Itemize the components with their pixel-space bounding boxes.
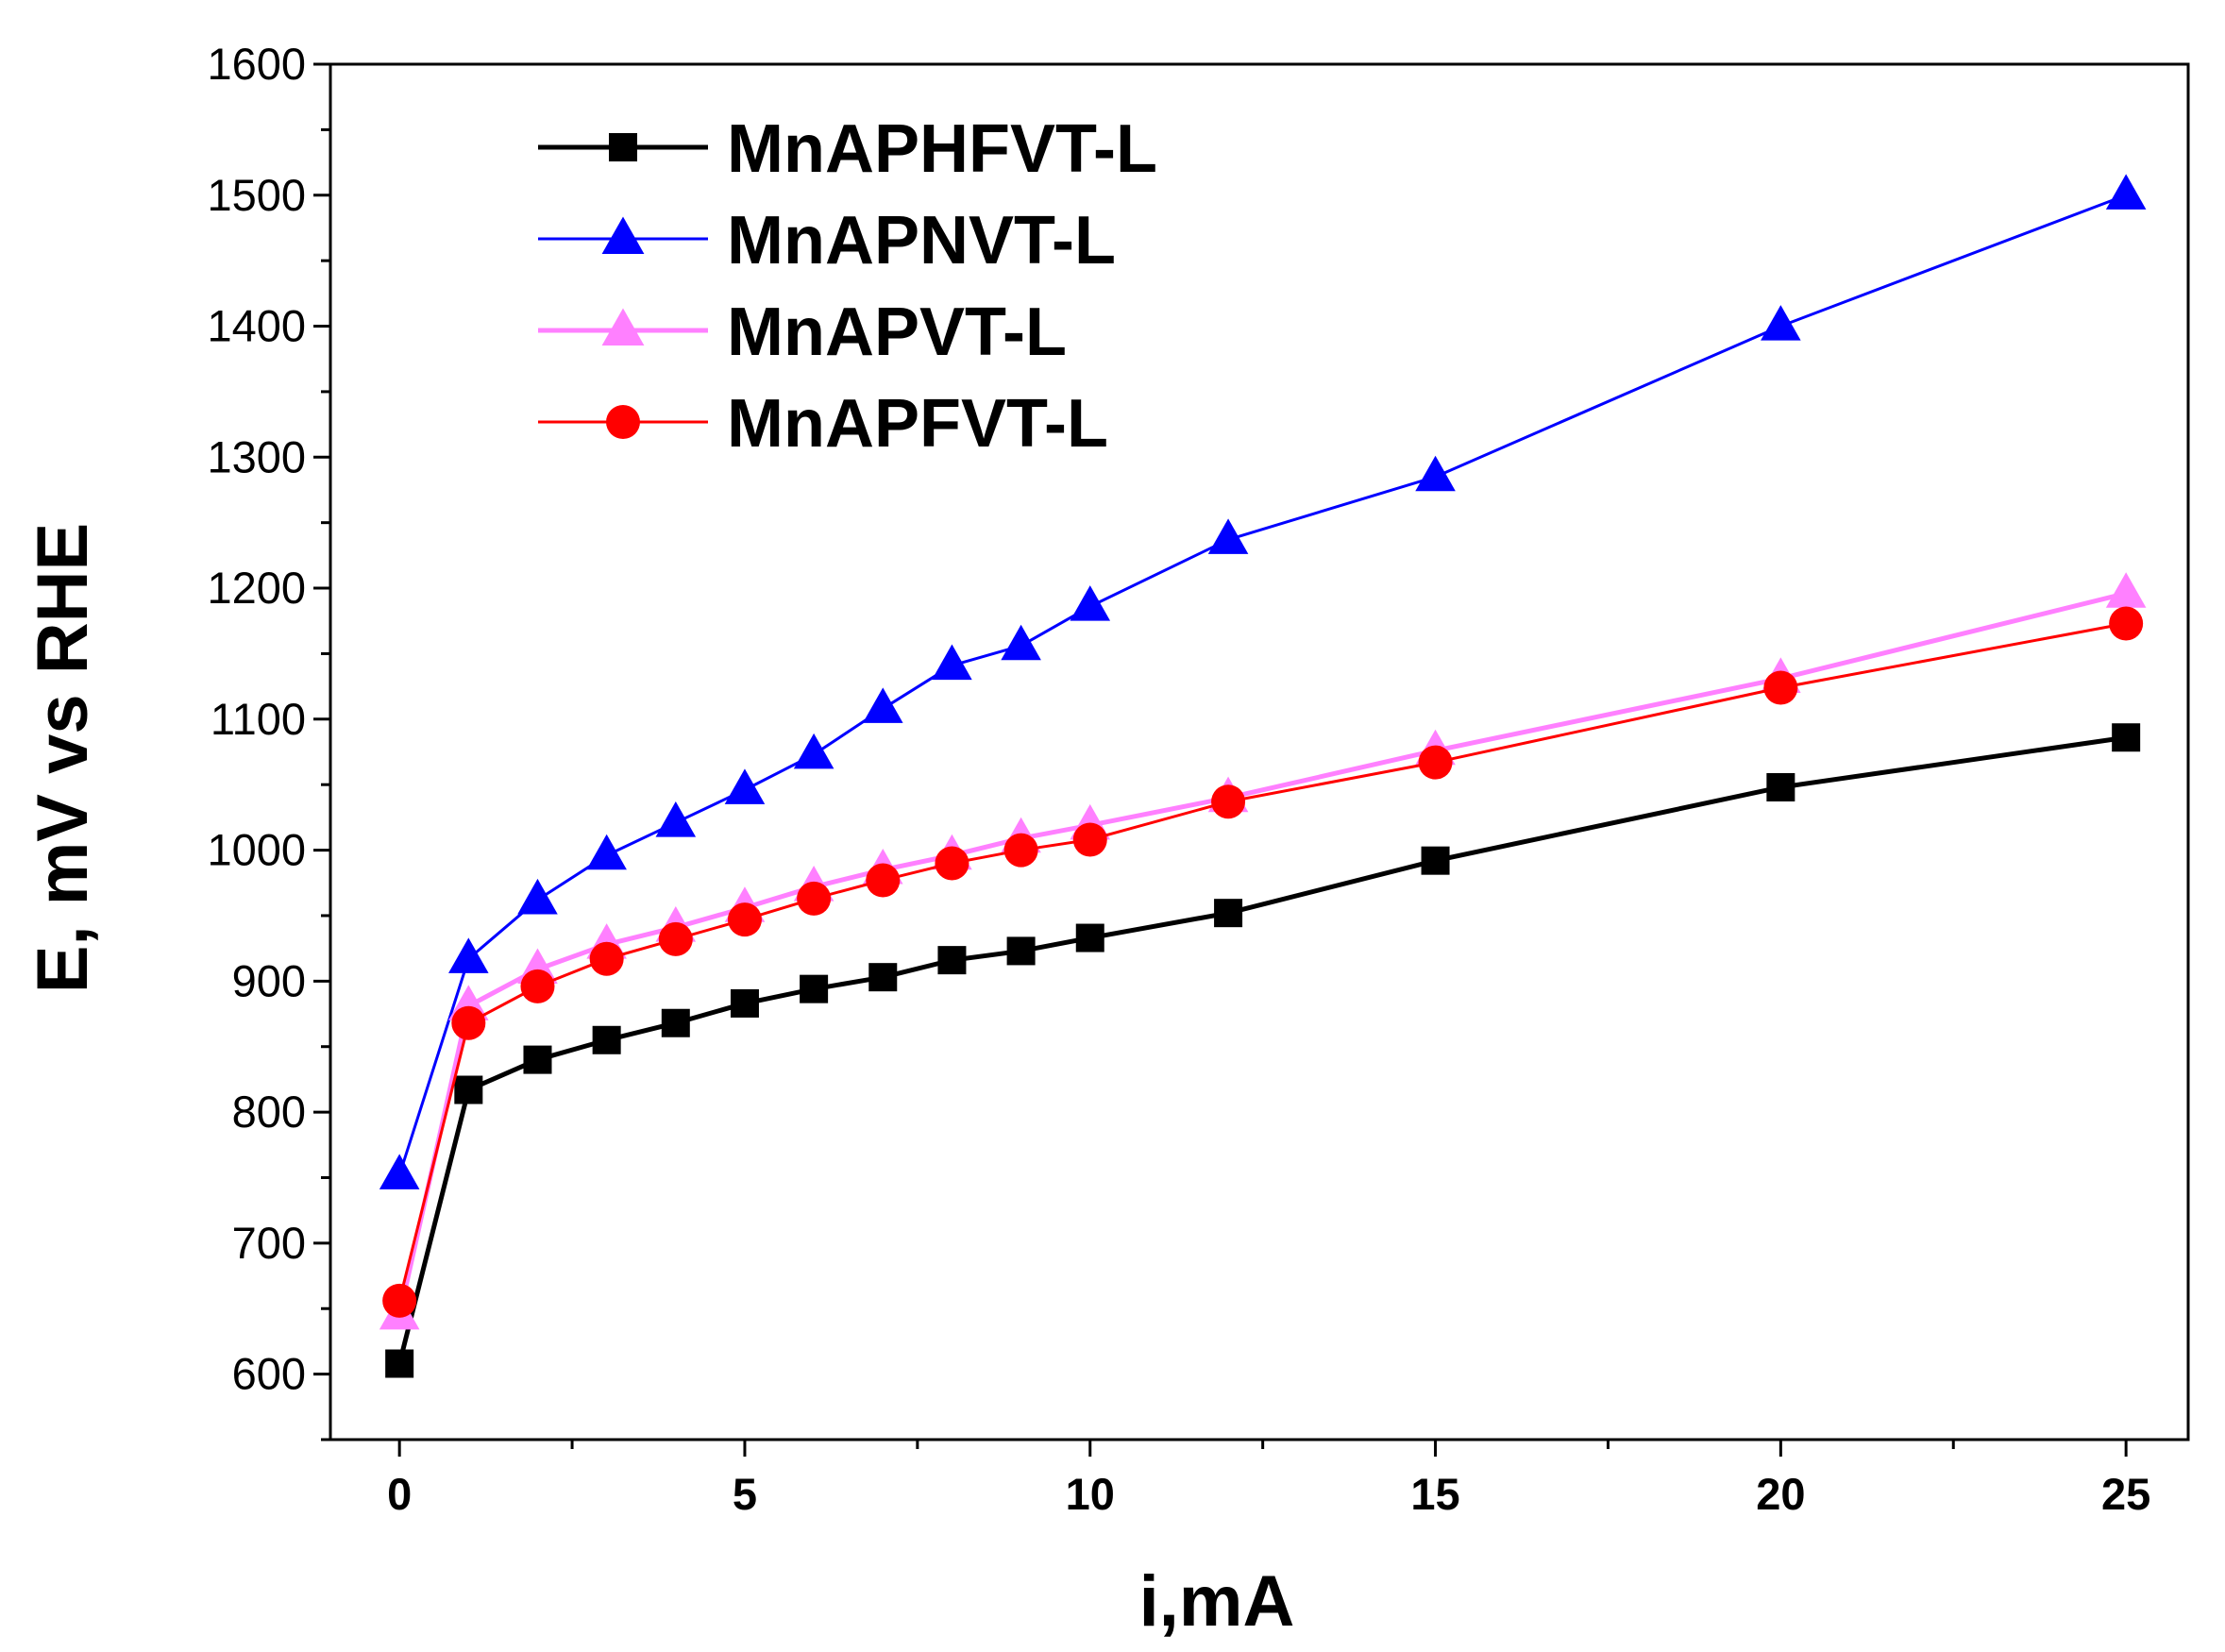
series-layer — [379, 174, 2147, 1378]
x-tick-label: 20 — [1756, 1469, 1805, 1519]
data-point — [935, 846, 969, 881]
y-tick-label: 1200 — [207, 563, 306, 613]
data-point — [730, 988, 759, 1018]
data-point — [1006, 936, 1036, 966]
legend-swatch-marker — [606, 405, 640, 439]
data-point — [1075, 923, 1104, 952]
data-point — [379, 1154, 420, 1189]
data-point — [2105, 174, 2147, 210]
data-point — [382, 1283, 417, 1318]
legend-label: MnAPNVT-L — [727, 203, 1116, 278]
data-point — [1211, 784, 1246, 819]
data-point — [658, 921, 693, 956]
data-point — [932, 644, 972, 681]
data-point — [586, 834, 627, 870]
data-point — [1418, 745, 1453, 780]
legend-item: MnAPHFVT-L — [538, 111, 1157, 187]
legend-item: MnAPVT-L — [538, 295, 1067, 370]
series-line — [397, 622, 2127, 1302]
data-point — [724, 768, 766, 804]
x-tick-label: 25 — [2101, 1469, 2150, 1519]
y-tick-label: 1400 — [207, 301, 306, 351]
y-tick-label: 1300 — [207, 431, 306, 481]
y-tick-label: 1100 — [211, 694, 306, 744]
y-tick-label: 1000 — [207, 825, 306, 875]
plot-area — [329, 62, 2190, 1441]
data-point — [520, 969, 555, 1003]
legend-item: MnAPFVT-L — [538, 386, 1108, 462]
y-tick-label: 700 — [232, 1218, 306, 1268]
data-point — [2109, 606, 2144, 641]
data-point — [1214, 899, 1243, 928]
legend: MnAPHFVT-L MnAPNVT-L MnAPVT-L MnAPFVT-L — [538, 111, 1157, 462]
data-point — [1761, 305, 1801, 341]
data-point — [800, 974, 829, 1003]
data-point — [1070, 585, 1111, 621]
legend-item: MnAPNVT-L — [538, 203, 1116, 278]
series-MnAPNVT-L — [379, 174, 2147, 1189]
legend-swatch-marker — [609, 133, 637, 161]
data-point — [451, 1005, 486, 1040]
data-point — [661, 1008, 690, 1037]
data-point — [1763, 670, 1798, 705]
data-point — [448, 937, 489, 973]
legend-label: MnAPFVT-L — [727, 386, 1108, 462]
y-tick-label: 1500 — [207, 170, 306, 220]
x-tick-label: 15 — [1410, 1469, 1459, 1519]
data-point — [517, 878, 558, 915]
y-tick-label: 800 — [232, 1087, 306, 1137]
data-point — [2105, 572, 2147, 608]
data-point — [523, 1045, 552, 1074]
data-point — [1766, 772, 1795, 801]
data-point — [862, 687, 903, 723]
data-point — [1072, 822, 1107, 857]
legend-label: MnAPHFVT-L — [727, 111, 1157, 187]
data-point — [454, 1075, 483, 1104]
legend-swatch-marker — [601, 308, 645, 346]
x-tick-label: 5 — [733, 1469, 757, 1519]
data-point — [655, 801, 697, 837]
data-point — [868, 963, 898, 992]
y-axis-title: E, mV vs RHE — [23, 523, 103, 993]
axes: 600 700 800 900 1000 1100 1200 1300 1400 1500 1600… — [207, 39, 2150, 1519]
data-point — [866, 863, 901, 898]
data-point — [592, 1025, 621, 1054]
plot-frame — [329, 62, 2190, 1441]
data-point — [1003, 833, 1038, 868]
y-tick-label: 900 — [232, 955, 306, 1005]
data-point — [1421, 846, 1450, 875]
y-tick-label: 600 — [232, 1349, 306, 1399]
series-line — [396, 591, 2127, 1316]
series-MnAPFVT-L — [382, 606, 2144, 1318]
data-point — [1207, 518, 1249, 554]
data-point — [937, 946, 967, 975]
data-point — [727, 902, 762, 937]
data-point — [797, 881, 832, 916]
x-axis-title: i,mA — [1139, 1561, 1295, 1642]
legend-label: MnAPVT-L — [727, 295, 1067, 370]
data-point — [1415, 455, 1456, 492]
series-MnAPHFVT-L — [385, 723, 2141, 1378]
x-tick-label: 0 — [387, 1469, 412, 1519]
data-point — [793, 733, 834, 769]
x-tick-label: 10 — [1066, 1469, 1115, 1519]
data-point — [589, 941, 624, 976]
data-point — [1001, 624, 1041, 661]
data-point — [2112, 723, 2141, 752]
legend-swatch-marker — [601, 216, 645, 254]
y-tick-label: 1600 — [207, 39, 306, 89]
series-MnAPVT-L — [379, 572, 2147, 1330]
data-point — [385, 1349, 414, 1378]
